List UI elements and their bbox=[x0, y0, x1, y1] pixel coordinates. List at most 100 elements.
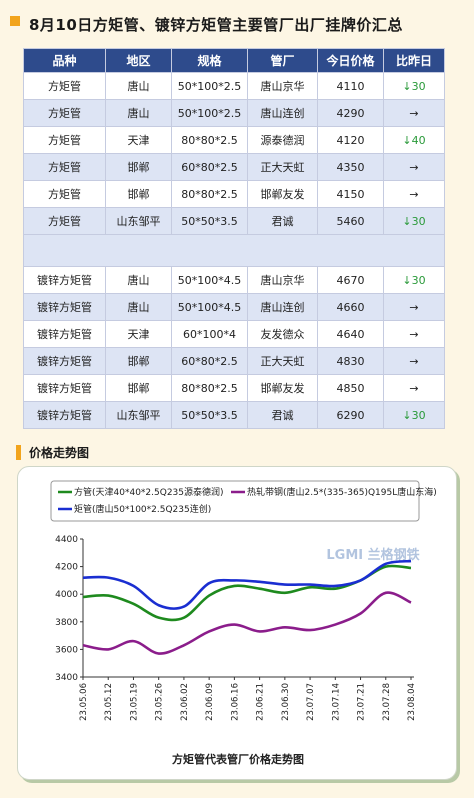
cell-mill: 唐山连创 bbox=[247, 293, 318, 321]
cell-region: 天津 bbox=[105, 126, 172, 154]
cell-product: 方矩管 bbox=[23, 180, 106, 208]
chart-title: 方矩管代表管厂价格走势图 bbox=[172, 752, 304, 766]
cell-price: 6290 bbox=[317, 401, 384, 429]
cell-mill: 唐山京华 bbox=[247, 72, 318, 100]
table-row: 镀锌方矩管 唐山 50*100*4.5 唐山连创 4660 → bbox=[23, 293, 445, 321]
y-tick-label-1: 3600 bbox=[55, 645, 78, 655]
x-tick-label-7: 23.06.21 bbox=[256, 683, 266, 721]
cell-region: 天津 bbox=[105, 320, 172, 348]
column-header-region: 地区 bbox=[105, 48, 172, 73]
cell-region: 邯郸 bbox=[105, 180, 172, 208]
cell-spec: 50*100*4.5 bbox=[171, 293, 248, 321]
column-header-mill: 管厂 bbox=[247, 48, 318, 73]
table-row: 镀锌方矩管 邯郸 60*80*2.5 正大天虹 4830 → bbox=[23, 347, 445, 375]
cell-product: 方矩管 bbox=[23, 99, 106, 127]
y-tick-label-3: 4000 bbox=[55, 590, 78, 600]
cell-mill: 唐山京华 bbox=[247, 266, 318, 294]
cell-spec: 80*80*2.5 bbox=[171, 374, 248, 402]
cell-product: 方矩管 bbox=[23, 207, 106, 235]
cell-spec: 60*80*2.5 bbox=[171, 153, 248, 181]
y-tick-label-4: 4200 bbox=[55, 563, 78, 573]
legend-label-1: 矩管(唐山50*100*2.5Q235连创) bbox=[74, 503, 211, 515]
x-tick-label-4: 23.06.02 bbox=[180, 683, 190, 721]
cell-spec: 50*100*2.5 bbox=[171, 72, 248, 100]
cell-product: 镀锌方矩管 bbox=[23, 347, 106, 375]
cell-price: 4850 bbox=[317, 374, 384, 402]
cell-price: 4120 bbox=[317, 126, 384, 154]
cell-mill: 邯郸友发 bbox=[247, 180, 318, 208]
cell-product: 方矩管 bbox=[23, 72, 106, 100]
cell-region: 邯郸 bbox=[105, 374, 172, 402]
column-header-spec: 规格 bbox=[171, 48, 248, 73]
table-row: 方矩管 唐山 50*100*2.5 唐山连创 4290 → bbox=[23, 99, 445, 127]
cell-spec: 50*100*2.5 bbox=[171, 99, 248, 127]
cell-product: 镀锌方矩管 bbox=[23, 320, 106, 348]
cell-region: 唐山 bbox=[105, 99, 172, 127]
cell-price: 4110 bbox=[317, 72, 384, 100]
cell-change: ↓30 bbox=[383, 401, 445, 429]
column-header-price: 今日价格 bbox=[317, 48, 384, 73]
cell-product: 镀锌方矩管 bbox=[23, 293, 106, 321]
table-row: 方矩管 唐山 50*100*2.5 唐山京华 4110 ↓30 bbox=[23, 72, 445, 100]
y-tick-label-0: 3400 bbox=[55, 673, 78, 683]
cell-price: 4660 bbox=[317, 293, 384, 321]
cell-mill: 友发德众 bbox=[247, 320, 318, 348]
cell-mill: 君诚 bbox=[247, 207, 318, 235]
cell-region: 山东邹平 bbox=[105, 401, 172, 429]
series-line-2 bbox=[82, 591, 412, 655]
cell-product: 镀锌方矩管 bbox=[23, 266, 106, 294]
table-row: 方矩管 山东邹平 50*50*3.5 君诚 5460 ↓30 bbox=[23, 207, 445, 235]
table-row: 方矩管 邯郸 80*80*2.5 邯郸友发 4150 → bbox=[23, 180, 445, 208]
cell-mill: 源泰德润 bbox=[247, 126, 318, 154]
cell-price: 4290 bbox=[317, 99, 384, 127]
table-spacer-row bbox=[23, 234, 445, 267]
table-row: 方矩管 天津 80*80*2.5 源泰德润 4120 ↓40 bbox=[23, 126, 445, 154]
column-header-change: 比昨日 bbox=[383, 48, 445, 73]
x-tick-label-13: 23.08.04 bbox=[407, 683, 417, 721]
table-row: 镀锌方矩管 邯郸 80*80*2.5 邯郸友发 4850 → bbox=[23, 374, 445, 402]
cell-region: 唐山 bbox=[105, 72, 172, 100]
cell-mill: 正大天虹 bbox=[247, 153, 318, 181]
title-bar: 8月10日方矩管、镀锌方矩管主要管厂出厂挂牌价汇总 bbox=[10, 8, 464, 40]
legend-label-0: 方管(天津40*40*2.5Q235源泰德润) bbox=[74, 486, 224, 498]
table-body: 方矩管 唐山 50*100*2.5 唐山京华 4110 ↓30 方矩管 唐山 50*100*2.… bbox=[23, 72, 445, 429]
cell-spec: 60*100*4 bbox=[171, 320, 248, 348]
cell-price: 4640 bbox=[317, 320, 384, 348]
x-tick-label-2: 23.05.19 bbox=[129, 683, 139, 721]
cell-change: ↓30 bbox=[383, 207, 445, 235]
section-accent-bar bbox=[16, 445, 21, 460]
cell-price: 4150 bbox=[317, 180, 384, 208]
price-trend-chart: 方管(天津40*40*2.5Q235源泰德润) 矩管(唐山50*100*2.5Q2… bbox=[17, 466, 457, 780]
cell-region: 邯郸 bbox=[105, 153, 172, 181]
page-title: 8月10日方矩管、镀锌方矩管主要管厂出厂挂牌价汇总 bbox=[29, 15, 403, 34]
cell-product: 方矩管 bbox=[23, 126, 106, 154]
cell-mill: 君诚 bbox=[247, 401, 318, 429]
cell-price: 4670 bbox=[317, 266, 384, 294]
cell-region: 山东邹平 bbox=[105, 207, 172, 235]
table-row: 方矩管 邯郸 60*80*2.5 正大天虹 4350 → bbox=[23, 153, 445, 181]
cell-mill: 邯郸友发 bbox=[247, 374, 318, 402]
x-tick-label-9: 23.07.07 bbox=[306, 683, 316, 721]
cell-change: ↓30 bbox=[383, 266, 445, 294]
cell-change: → bbox=[383, 347, 445, 375]
cell-product: 镀锌方矩管 bbox=[23, 374, 106, 402]
x-tick-label-10: 23.07.14 bbox=[331, 683, 341, 721]
x-tick-label-0: 23.05.06 bbox=[79, 683, 89, 721]
cell-spec: 50*100*4.5 bbox=[171, 266, 248, 294]
x-tick-label-6: 23.06.16 bbox=[230, 683, 240, 721]
cell-change: → bbox=[383, 99, 445, 127]
cell-change: → bbox=[383, 374, 445, 402]
watermark-logo: LGMI 兰格钢铁 bbox=[326, 547, 419, 563]
cell-price: 5460 bbox=[317, 207, 384, 235]
x-tick-label-12: 23.07.28 bbox=[382, 683, 392, 721]
cell-change: → bbox=[383, 180, 445, 208]
y-tick-label-2: 3800 bbox=[55, 618, 78, 628]
x-tick-label-1: 23.05.12 bbox=[104, 683, 114, 721]
table-row: 镀锌方矩管 山东邹平 50*50*3.5 君诚 6290 ↓30 bbox=[23, 401, 445, 429]
cell-change: → bbox=[383, 293, 445, 321]
x-tick-label-3: 23.05.26 bbox=[155, 683, 165, 721]
cell-spec: 50*50*3.5 bbox=[171, 401, 248, 429]
x-tick-label-8: 23.06.30 bbox=[281, 683, 291, 721]
spacer-cell bbox=[23, 234, 445, 267]
cell-spec: 50*50*3.5 bbox=[171, 207, 248, 235]
